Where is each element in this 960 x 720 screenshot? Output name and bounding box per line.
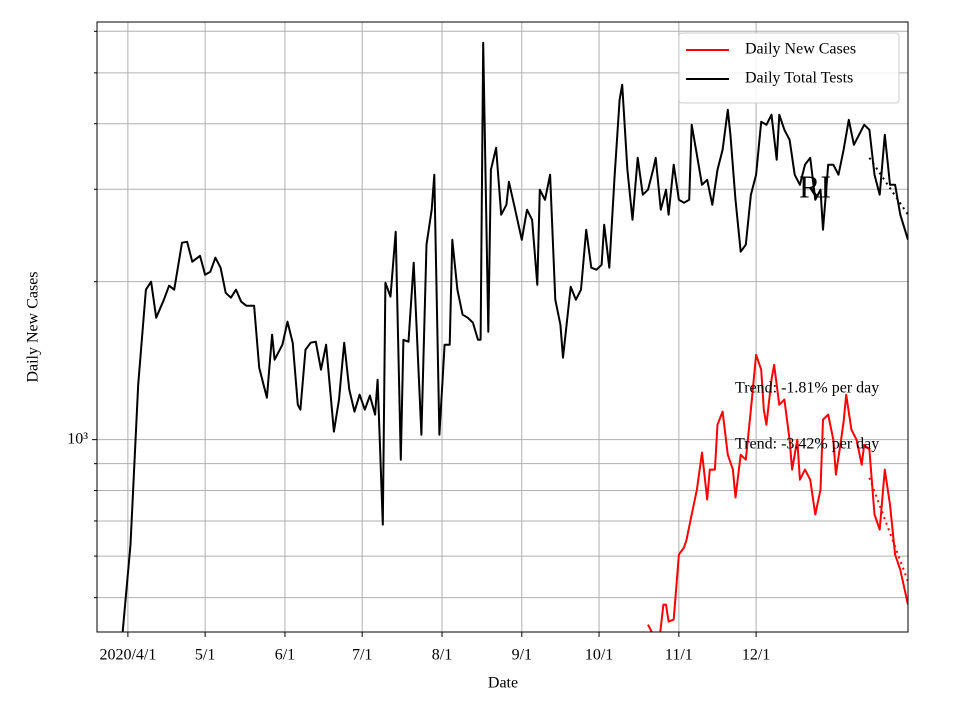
- x-tick-label: 2020/4/1: [99, 647, 156, 664]
- legend-label: Daily New Cases: [745, 41, 856, 58]
- y-axis-label: Daily New Cases: [25, 271, 42, 382]
- data-line: [121, 41, 908, 632]
- x-axis-label: Date: [488, 675, 518, 692]
- x-tick-label: 11/1: [665, 647, 693, 664]
- data-line: [647, 353, 908, 632]
- grid: [97, 22, 908, 632]
- plot-area: [121, 41, 908, 632]
- trend-line: [868, 477, 908, 582]
- plot-frame: [96, 21, 909, 633]
- region-label: RI: [799, 168, 831, 204]
- legend-label: Daily Total Tests: [745, 70, 853, 87]
- x-tick-label: 12/1: [742, 647, 770, 664]
- x-tick-label: 5/1: [195, 647, 215, 664]
- x-tick-label: 8/1: [432, 647, 452, 664]
- legend-box: [678, 32, 900, 104]
- x-tick-label: 7/1: [352, 647, 372, 664]
- annotation: Trend: -3.42% per day: [735, 436, 879, 453]
- x-tick-label: 9/1: [512, 647, 532, 664]
- x-tick-label: 6/1: [275, 647, 295, 664]
- y-tick-label: 10³: [67, 430, 88, 447]
- annotation: Trend: -1.81% per day: [735, 380, 879, 397]
- x-tick-label: 10/1: [585, 647, 613, 664]
